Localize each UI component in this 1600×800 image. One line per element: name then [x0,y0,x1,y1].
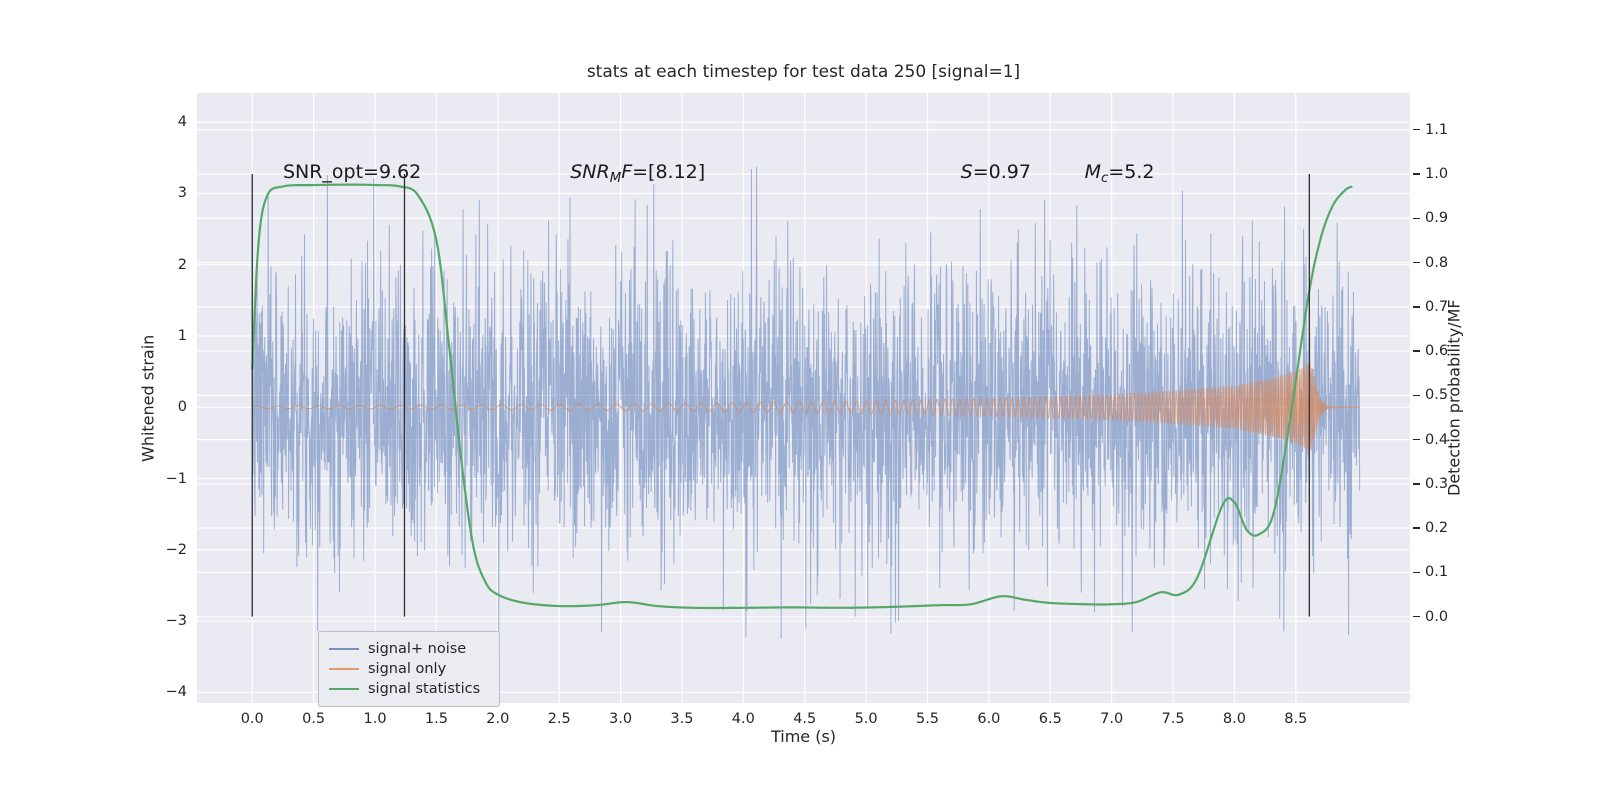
x-tick-label: 7.5 [1161,711,1185,727]
y-left-tick-label: −3 [165,613,187,630]
y-left-tick-label: −1 [165,470,187,487]
legend-item-signal-statistics: signal statistics [329,679,489,699]
x-tick-label: 1.5 [424,711,448,727]
x-tick-label: 0.5 [302,711,326,727]
x-tick-label: 6.5 [1038,711,1062,727]
x-tick-label: 5.0 [854,711,878,727]
chart-canvas [197,93,1410,703]
y-right-tick-mark [1413,350,1420,352]
x-tick-label: 6.0 [977,711,1001,727]
legend-label: signal statistics [368,681,481,697]
chart-title: stats at each timestep for test data 250… [586,62,1021,82]
y-right-tick-mark [1413,438,1420,441]
y-right-tick-mark [1413,306,1420,308]
legend-swatch-signal-noise [329,647,359,651]
y-right-tick-mark [1413,483,1420,485]
x-tick-label: 5.5 [915,711,940,727]
y-right-tick-mark [1413,394,1420,397]
y-right-tick-mark [1413,261,1420,264]
y-axis-label-right: Detection probability/MF [1444,299,1464,497]
x-tick-label: 8.0 [1222,711,1246,727]
y-left-tick-label: 0 [177,399,187,416]
legend-item-signal-only: signal only [329,659,489,679]
x-tick-label: 2.5 [547,711,571,727]
y-right-tick-mark [1413,173,1420,175]
x-tick-label: 2.0 [486,711,510,727]
x-tick-label: 0.0 [240,711,264,727]
legend-label: signal only [368,661,447,677]
y-left-tick-label: 1 [177,328,187,344]
legend-swatch-signal-only [329,667,359,671]
y-axis-label-left: Whitened strain [138,334,158,462]
y-right-tick-mark [1413,615,1420,618]
y-right-tick-mark [1413,217,1420,219]
y-left-tick-label: −2 [165,541,187,558]
y-left-tick-label: −4 [165,684,187,701]
legend-swatch-signal-statistics [329,687,359,691]
y-right-tick-mark [1413,571,1420,574]
y-left-tick-label: 2 [177,256,187,273]
plot-area: signal+ noise signal only signal statist… [197,93,1410,707]
x-tick-label: 8.5 [1284,711,1308,727]
x-axis-label: Time (s) [770,727,837,746]
x-tick-label: 7.0 [1100,711,1124,727]
x-tick-label: 3.0 [609,711,633,727]
legend: signal+ noise signal only signal statist… [318,631,500,707]
y-left-tick-label: 4 [177,114,187,131]
y-right-tick-mark [1413,129,1420,131]
x-tick-label: 4.5 [793,711,817,727]
legend-label: signal+ noise [368,641,467,657]
x-tick-label: 4.0 [731,711,755,727]
x-tick-label: 1.0 [363,711,387,727]
y-left-tick-label: 3 [177,185,187,202]
x-tick-label: 3.5 [670,711,694,727]
legend-item-signal-noise: signal+ noise [329,639,489,659]
y-right-tick-mark [1413,527,1420,529]
